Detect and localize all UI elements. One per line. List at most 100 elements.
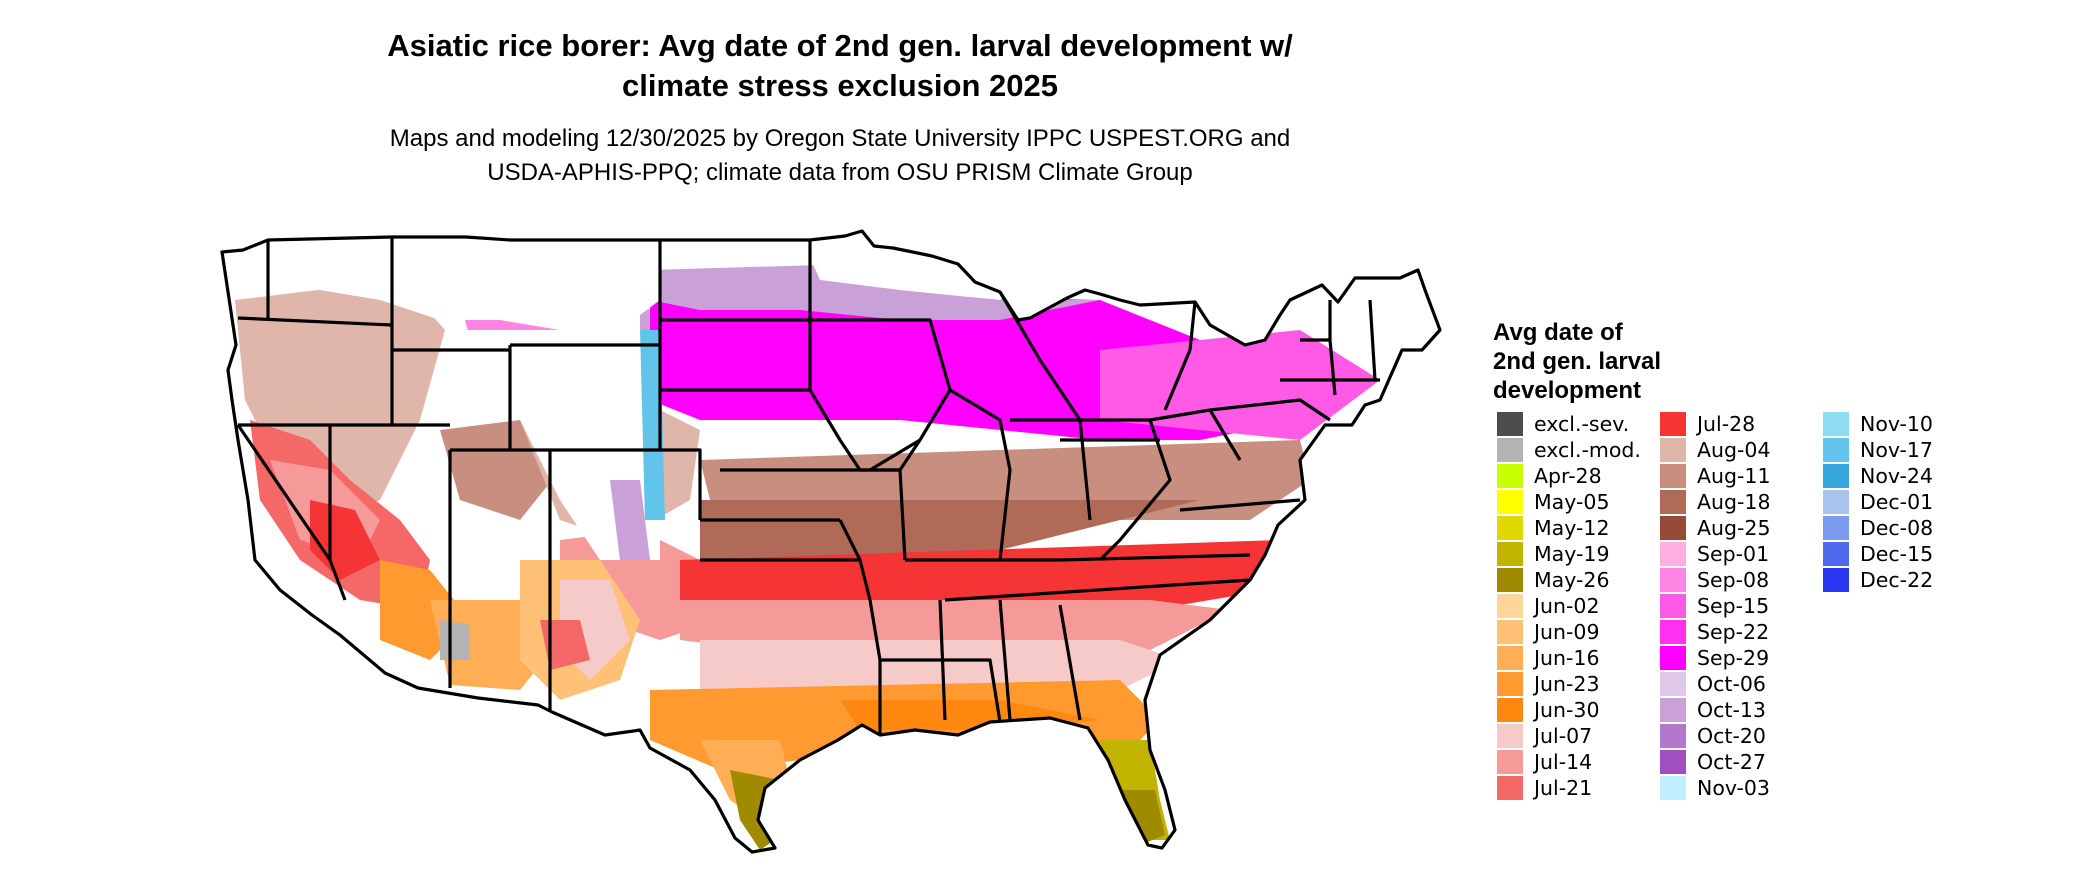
legend-item: Sep-29 <box>1660 645 1823 671</box>
legend-item: Dec-22 <box>1823 567 1986 593</box>
legend-swatch <box>1660 672 1686 696</box>
legend-label: May-12 <box>1534 516 1610 540</box>
legend-label: May-19 <box>1534 542 1610 566</box>
legend-label: excl.-mod. <box>1534 438 1641 462</box>
legend-swatch <box>1497 672 1523 696</box>
legend-item: Jul-21 <box>1497 775 1660 801</box>
legend-label: Aug-18 <box>1697 490 1771 514</box>
map-subtitle-line-1: Maps and modeling 12/30/2025 by Oregon S… <box>389 125 1291 152</box>
legend-swatch <box>1823 464 1849 488</box>
legend-item: Oct-27 <box>1660 749 1823 775</box>
map-subtitle-line-2: USDA-APHIS-PPQ; climate data from OSU PR… <box>487 159 1193 186</box>
legend-label: Dec-15 <box>1860 542 1934 566</box>
legend-swatch <box>1497 776 1523 800</box>
legend-item: Sep-01 <box>1660 541 1823 567</box>
legend-item: Sep-15 <box>1660 593 1823 619</box>
legend-swatch <box>1497 542 1523 566</box>
map-title-line-1: Asiatic rice borer: Avg date of 2nd gen.… <box>387 28 1293 63</box>
legend-item: Jun-02 <box>1497 593 1660 619</box>
legend-item: Dec-01 <box>1823 489 1986 515</box>
legend-item: Jul-14 <box>1497 749 1660 775</box>
legend-title: Avg date of 2nd gen. larval development <box>1493 318 1661 405</box>
legend-swatch <box>1823 542 1849 566</box>
legend-item: Nov-24 <box>1823 463 1986 489</box>
legend-item: Aug-18 <box>1660 489 1823 515</box>
legend-swatch <box>1823 516 1849 540</box>
legend-item: Dec-08 <box>1823 515 1986 541</box>
legend-swatch <box>1823 412 1849 436</box>
map-title-line-2: climate stress exclusion 2025 <box>622 68 1058 103</box>
legend-item: Aug-11 <box>1660 463 1823 489</box>
legend-item: excl.-mod. <box>1497 437 1660 463</box>
legend-item: Nov-03 <box>1660 775 1823 801</box>
legend-item: May-26 <box>1497 567 1660 593</box>
legend-column: Jul-28 Aug-04 Aug-11 Aug-18 Aug-25 Sep-01 Sep-… <box>1660 411 1823 801</box>
legend-swatch <box>1660 490 1686 514</box>
legend-label: Dec-01 <box>1860 490 1934 514</box>
legend-item: Oct-06 <box>1660 671 1823 697</box>
legend-item: Dec-15 <box>1823 541 1986 567</box>
legend-item: Jul-28 <box>1660 411 1823 437</box>
legend-item: excl.-sev. <box>1497 411 1660 437</box>
legend-swatch <box>1497 594 1523 618</box>
legend-label: Jun-30 <box>1534 698 1600 722</box>
legend-item: May-05 <box>1497 489 1660 515</box>
legend-label: Oct-13 <box>1697 698 1766 722</box>
legend-label: Jul-14 <box>1534 750 1593 774</box>
legend-swatch <box>1660 542 1686 566</box>
legend-item: Apr-28 <box>1497 463 1660 489</box>
legend-swatch <box>1497 516 1523 540</box>
legend-swatch <box>1497 490 1523 514</box>
legend-label: excl.-sev. <box>1534 412 1630 436</box>
legend-title-line-2: 2nd gen. larval <box>1493 348 1662 375</box>
us-map <box>220 229 1442 854</box>
legend-item: May-12 <box>1497 515 1660 541</box>
legend-label: Jun-23 <box>1534 672 1600 696</box>
legend-item: Aug-04 <box>1660 437 1823 463</box>
legend-swatch <box>1497 620 1523 644</box>
legend-swatch <box>1660 750 1686 774</box>
legend-swatch <box>1660 516 1686 540</box>
legend-label: May-05 <box>1534 490 1610 514</box>
legend-swatch <box>1497 750 1523 774</box>
legend-swatch <box>1497 646 1523 670</box>
legend-swatch <box>1660 724 1686 748</box>
legend-label: Aug-25 <box>1697 516 1771 540</box>
legend-label: Oct-06 <box>1697 672 1766 696</box>
legend-item: May-19 <box>1497 541 1660 567</box>
legend-item: Jun-09 <box>1497 619 1660 645</box>
legend-swatch <box>1497 724 1523 748</box>
legend-label: Sep-08 <box>1697 568 1770 592</box>
legend-label: Nov-10 <box>1860 412 1933 436</box>
legend-label: Jun-16 <box>1534 646 1600 670</box>
legend-item: Jun-16 <box>1497 645 1660 671</box>
legend-item: Aug-25 <box>1660 515 1823 541</box>
legend-title-line-1: Avg date of <box>1493 319 1623 346</box>
legend-label: Jun-09 <box>1534 620 1600 644</box>
legend-label: Nov-17 <box>1860 438 1933 462</box>
legend-label: Aug-04 <box>1697 438 1771 462</box>
legend-swatch <box>1660 568 1686 592</box>
legend-label: Jul-28 <box>1697 412 1756 436</box>
legend-swatch <box>1823 568 1849 592</box>
legend-label: Dec-08 <box>1860 516 1934 540</box>
legend-swatch <box>1497 438 1523 462</box>
legend-column: excl.-sev. excl.-mod. Apr-28 May-05 May-12 Ma… <box>1497 411 1660 801</box>
legend-swatch <box>1660 620 1686 644</box>
legend-label: Jul-07 <box>1534 724 1593 748</box>
legend-label: Jul-21 <box>1534 776 1593 800</box>
legend-item: Oct-20 <box>1660 723 1823 749</box>
legend: excl.-sev. excl.-mod. Apr-28 May-05 May-12 Ma… <box>1497 411 1986 801</box>
legend-swatch <box>1660 646 1686 670</box>
legend-item: Sep-08 <box>1660 567 1823 593</box>
legend-column: Nov-10 Nov-17 Nov-24 Dec-01 Dec-08 Dec-15 Dec-… <box>1823 411 1986 801</box>
legend-swatch <box>1660 438 1686 462</box>
legend-swatch <box>1660 412 1686 436</box>
legend-label: May-26 <box>1534 568 1610 592</box>
legend-item: Oct-13 <box>1660 697 1823 723</box>
legend-label: Aug-11 <box>1697 464 1771 488</box>
legend-swatch <box>1660 464 1686 488</box>
legend-label: Oct-27 <box>1697 750 1766 774</box>
legend-label: Apr-28 <box>1534 464 1602 488</box>
legend-swatch <box>1660 698 1686 722</box>
